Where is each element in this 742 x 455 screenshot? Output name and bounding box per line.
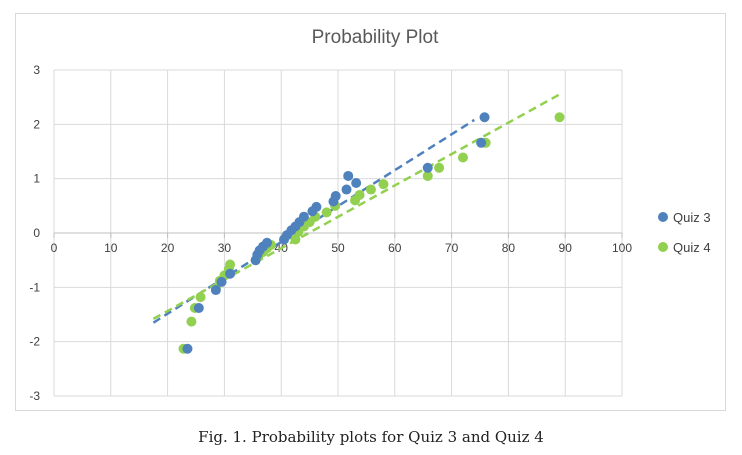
- y-tick-label: -3: [29, 389, 40, 403]
- x-tick-label: 50: [331, 241, 345, 255]
- x-tick-label: 80: [502, 241, 516, 255]
- data-points: [178, 112, 565, 354]
- legend-marker: [658, 212, 668, 222]
- x-tick-label: 90: [559, 241, 573, 255]
- x-tick-label: 10: [104, 241, 118, 255]
- x-tick-label: 20: [161, 241, 175, 255]
- data-point: [457, 152, 468, 163]
- y-tick-label: 1: [33, 172, 40, 186]
- data-point: [434, 162, 445, 173]
- legend-marker: [658, 242, 668, 252]
- data-point: [341, 184, 352, 195]
- legend: Quiz 3 Quiz 4: [658, 210, 711, 255]
- data-point: [311, 201, 322, 212]
- x-tick-label: 0: [51, 241, 58, 255]
- data-point: [422, 170, 433, 181]
- data-point: [216, 276, 227, 287]
- data-point: [422, 162, 433, 173]
- data-point: [476, 137, 487, 148]
- data-point: [298, 211, 309, 222]
- x-tick-label: 100: [612, 241, 632, 255]
- data-point: [351, 178, 362, 189]
- data-point: [290, 234, 301, 245]
- legend-label: Quiz 3: [673, 210, 711, 225]
- data-point: [343, 170, 354, 181]
- x-tick-label: 30: [218, 241, 232, 255]
- data-point: [186, 316, 197, 327]
- chart-title: Probability Plot: [312, 27, 439, 48]
- y-tick-label: -1: [29, 280, 40, 294]
- figure-caption: Fig. 1. Probability plots for Quiz 3 and…: [198, 428, 544, 446]
- x-axis-ticks: 0102030405060708090100: [51, 233, 632, 255]
- data-point: [378, 179, 389, 190]
- data-point: [225, 259, 236, 270]
- data-point: [321, 207, 332, 218]
- data-point: [195, 292, 206, 303]
- y-axis-ticks: -3 -2 -1 0 1 2 3: [29, 63, 40, 403]
- y-tick-label: 0: [33, 226, 40, 240]
- data-point: [225, 268, 236, 279]
- y-tick-label: -2: [29, 335, 40, 349]
- data-point: [262, 237, 272, 248]
- legend-label: Quiz 4: [673, 240, 711, 255]
- data-point: [365, 184, 376, 195]
- data-point: [354, 189, 365, 200]
- y-tick-label: 3: [33, 63, 40, 77]
- data-point: [330, 191, 341, 202]
- y-tick-label: 2: [33, 117, 40, 131]
- chart-area: [15, 13, 726, 411]
- data-point: [479, 112, 490, 123]
- data-point: [210, 285, 221, 296]
- data-point: [554, 112, 565, 123]
- data-point: [193, 302, 204, 313]
- x-tick-label: 70: [445, 241, 459, 255]
- x-tick-label: 60: [388, 241, 402, 255]
- data-point: [182, 343, 193, 354]
